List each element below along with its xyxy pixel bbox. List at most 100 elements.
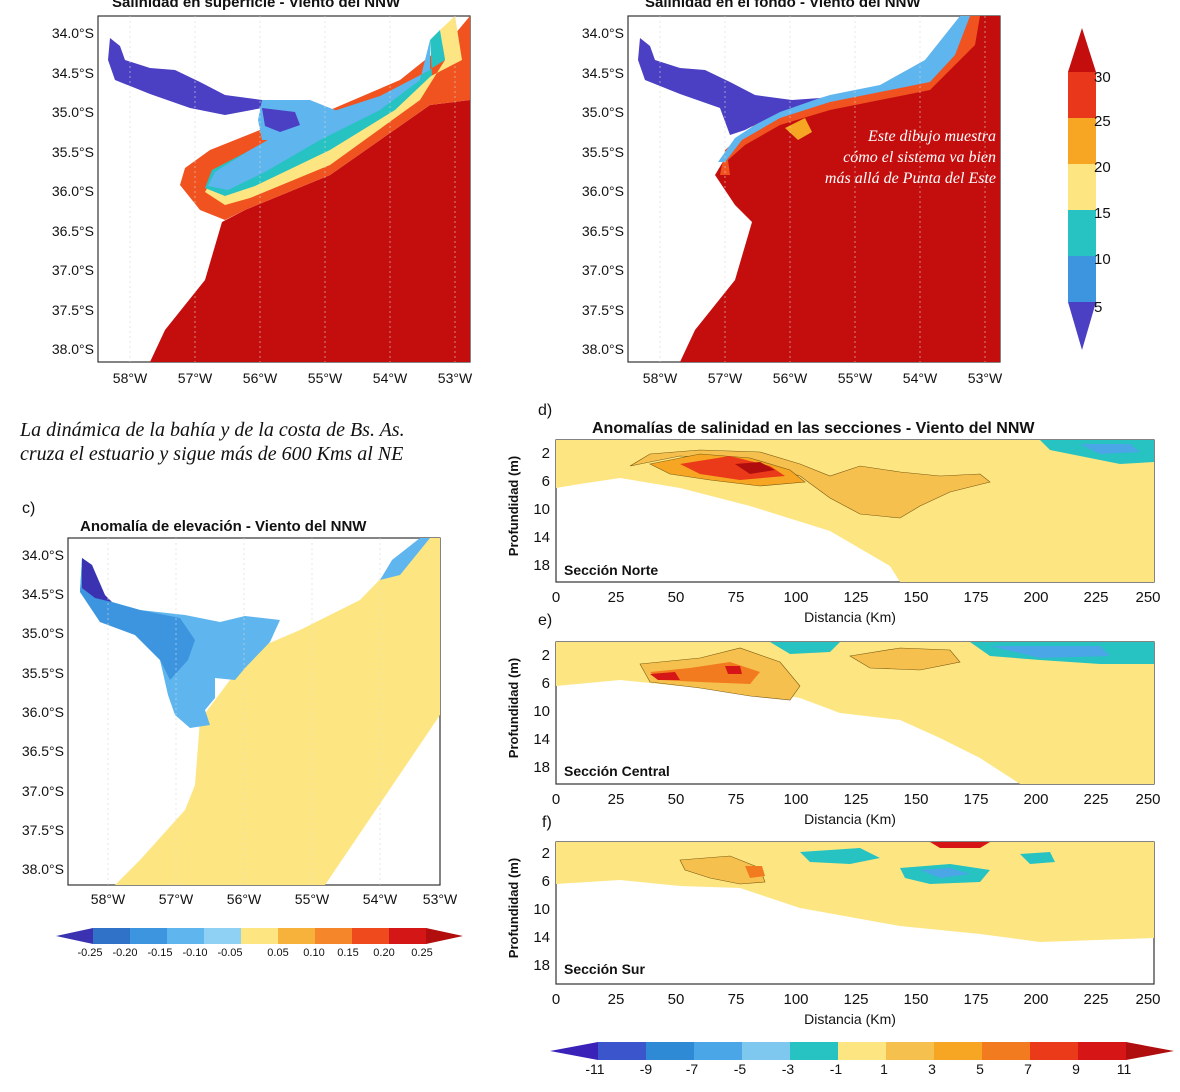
lat-tick: 37.0°S bbox=[582, 262, 624, 278]
lat-tick: 37.0°S bbox=[22, 783, 64, 799]
x-tick: 50 bbox=[668, 589, 685, 606]
x-tick: 250 bbox=[1135, 791, 1160, 808]
section-red bbox=[650, 672, 680, 680]
section-orange-light bbox=[629, 449, 991, 519]
caption-line: cruza el estuario y sigue más de 600 Kms… bbox=[20, 443, 404, 465]
lon-tick: 55°W bbox=[308, 370, 343, 386]
lat-tick: 34.0°S bbox=[52, 25, 94, 41]
lon-tick: 56°W bbox=[227, 891, 262, 907]
section-e-yaxis: 2 6 10 14 18 bbox=[533, 647, 550, 776]
section-orange-light bbox=[679, 855, 766, 885]
y-tick: 10 bbox=[533, 901, 550, 918]
panel-a-lon-axis: 58°W 57°W 56°W 55°W 54°W 53°W bbox=[113, 370, 473, 386]
elevation-mid-blue bbox=[80, 558, 195, 680]
colorbar-right-arrow bbox=[426, 928, 463, 944]
panel-b-annotation: Este dibujo muestra cómo el sistema va b… bbox=[768, 126, 996, 189]
colorbar-label: -1 bbox=[830, 1061, 843, 1077]
x-tick: 25 bbox=[608, 589, 625, 606]
lat-tick: 38.0°S bbox=[52, 341, 94, 357]
x-axis-label: Distancia (Km) bbox=[804, 609, 896, 625]
coastal-band-light-blue bbox=[208, 40, 430, 190]
x-tick: 125 bbox=[843, 791, 868, 808]
lon-tick: 58°W bbox=[643, 370, 678, 386]
colorbar-segment bbox=[352, 928, 390, 944]
annotation-line: más allá de Punta del Este bbox=[824, 170, 996, 187]
section-red bbox=[930, 842, 990, 848]
x-tick: 25 bbox=[608, 991, 625, 1008]
x-tick: 0 bbox=[552, 791, 560, 808]
lon-tick: 53°W bbox=[968, 370, 1003, 386]
colorbar-top-arrow bbox=[1068, 28, 1096, 72]
lat-tick: 35.0°S bbox=[22, 625, 64, 641]
section-blue bbox=[990, 646, 1110, 658]
section-e-xaxis: 0 25 50 75 100 125 150 175 200 225 250 bbox=[552, 791, 1161, 808]
colorbar-label: -0.25 bbox=[77, 947, 102, 959]
section-f-plot: 2 6 10 14 18 Sección Sur Profundidad (m)… bbox=[506, 841, 1161, 1027]
colorbar-label: 0.15 bbox=[337, 947, 358, 959]
colorbar-label: 20 bbox=[1094, 159, 1111, 176]
section-cyan-3 bbox=[1020, 852, 1055, 864]
panel-b-plot bbox=[627, 15, 1001, 363]
panel-c-map: 34.0°S 34.5°S 35.0°S 35.5°S 36.0°S 36.5°… bbox=[22, 537, 458, 907]
colorbar-segment bbox=[315, 928, 353, 944]
section-f-letter: f) bbox=[542, 814, 552, 831]
lat-tick: 37.5°S bbox=[582, 302, 624, 318]
colorbar-label: 0.20 bbox=[373, 947, 394, 959]
lon-tick: 57°W bbox=[708, 370, 743, 386]
x-tick: 50 bbox=[668, 991, 685, 1008]
x-tick: 150 bbox=[903, 991, 928, 1008]
colorbar-label: 7 bbox=[1024, 1061, 1032, 1077]
caption-line: La dinámica de la bahía y de la costa de… bbox=[20, 419, 405, 441]
lon-tick: 54°W bbox=[373, 370, 408, 386]
panel-c-plot bbox=[67, 537, 441, 886]
colorbar-segment bbox=[742, 1042, 791, 1060]
colorbar-segment bbox=[934, 1042, 983, 1060]
section-e-letter: e) bbox=[538, 612, 553, 629]
sections-colorbar-labels: -11 -9 -7 -5 -3 -1 1 3 5 7 9 11 bbox=[585, 1061, 1131, 1077]
estuary-fresh-water bbox=[638, 38, 820, 135]
lat-tick: 38.0°S bbox=[582, 341, 624, 357]
colorbar-right-arrow bbox=[1126, 1042, 1174, 1060]
colorbar-label: 0.25 bbox=[411, 947, 432, 959]
x-tick: 225 bbox=[1083, 791, 1108, 808]
estuary-purple-patch bbox=[262, 108, 300, 132]
panel-b-map: 34.0°S 34.5°S 35.0°S 35.5°S 36.0°S 36.5°… bbox=[582, 15, 1003, 386]
colorbar-segment bbox=[598, 1042, 647, 1060]
colorbar-label: -0.10 bbox=[182, 947, 207, 959]
lat-tick: 35.0°S bbox=[582, 104, 624, 120]
colorbar-label: 25 bbox=[1094, 113, 1111, 130]
annotation-line: Este dibujo muestra bbox=[868, 128, 996, 145]
section-f-xaxis: 0 25 50 75 100 125 150 175 200 225 250 bbox=[552, 991, 1161, 1008]
lat-tick: 38.0°S bbox=[22, 861, 64, 877]
x-tick: 150 bbox=[903, 589, 928, 606]
y-tick: 18 bbox=[533, 557, 550, 574]
section-red-2 bbox=[725, 666, 742, 674]
colorbar-segment bbox=[694, 1042, 743, 1060]
y-tick: 6 bbox=[542, 473, 550, 490]
y-axis-label: Profundidad (m) bbox=[506, 858, 521, 958]
lon-tick: 55°W bbox=[295, 891, 330, 907]
colorbar-label: 1 bbox=[880, 1061, 888, 1077]
x-tick: 100 bbox=[783, 589, 808, 606]
x-tick: 50 bbox=[668, 791, 685, 808]
lat-tick: 36.5°S bbox=[52, 223, 94, 239]
x-tick: 250 bbox=[1135, 589, 1160, 606]
y-axis-label: Profundidad (m) bbox=[506, 456, 521, 556]
panel-b-title: Salinidad en el fondo - Viento del NNW bbox=[645, 0, 921, 11]
section-name: Sección Central bbox=[564, 763, 670, 779]
elevation-positive-region bbox=[115, 538, 440, 885]
section-blue bbox=[1080, 444, 1140, 454]
elevation-colorbar-labels: -0.25 -0.20 -0.15 -0.10 -0.05 0.05 0.10 … bbox=[77, 947, 432, 959]
colorbar-left-arrow bbox=[56, 928, 93, 944]
x-tick: 75 bbox=[728, 589, 745, 606]
x-tick: 125 bbox=[843, 589, 868, 606]
section-e-plot: 2 6 10 14 18 Sección Central Profundidad… bbox=[506, 641, 1161, 827]
colorbar-label: 3 bbox=[928, 1061, 936, 1077]
colorbar-label: -0.05 bbox=[217, 947, 242, 959]
y-tick: 18 bbox=[533, 759, 550, 776]
x-tick: 100 bbox=[783, 991, 808, 1008]
x-tick: 250 bbox=[1135, 991, 1160, 1008]
colorbar-label: 0.05 bbox=[267, 947, 288, 959]
y-tick: 2 bbox=[542, 845, 550, 862]
x-axis-label: Distancia (Km) bbox=[804, 1011, 896, 1027]
